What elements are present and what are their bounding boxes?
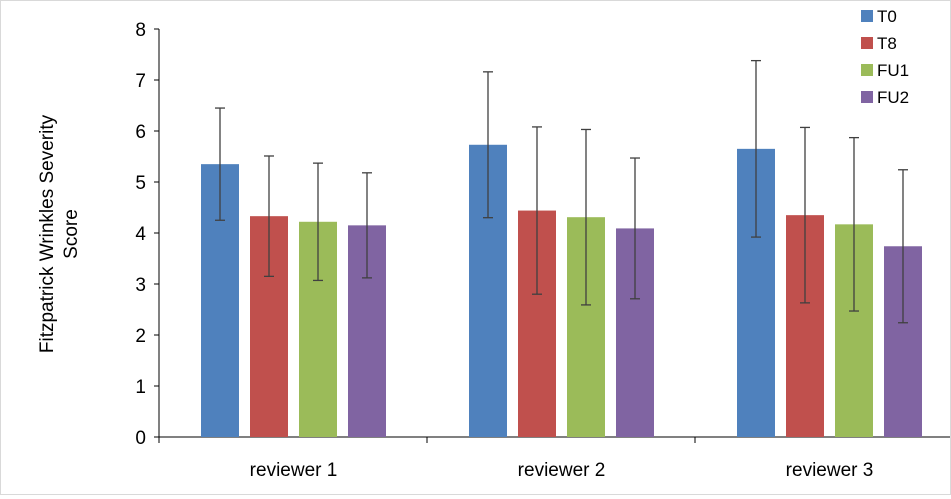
y-tick-label: 2 bbox=[135, 326, 146, 347]
x-category-label: reviewer 1 bbox=[250, 460, 338, 481]
y-axis-title: Fitzpatrick Wrinkles Severity Score bbox=[37, 114, 82, 353]
legend-label-t0: T0 bbox=[877, 7, 897, 26]
legend-swatch-fu2 bbox=[861, 91, 873, 103]
y-tick-label: 3 bbox=[135, 275, 146, 296]
legend-swatch-fu1 bbox=[861, 64, 873, 76]
x-category-label: reviewer 3 bbox=[786, 460, 874, 481]
legend: T0 T8 FU1 FU2 bbox=[861, 7, 909, 107]
y-axis-title-line-2: Score bbox=[61, 209, 82, 259]
plot-area: 0 1 2 3 4 5 6 7 8 reviewer 1 reviewer 2 reviewer 3 bbox=[135, 20, 950, 481]
y-tick-label: 6 bbox=[135, 122, 146, 143]
legend-label-t8: T8 bbox=[877, 34, 897, 53]
legend-swatch-t8 bbox=[861, 37, 873, 49]
legend-label-fu1: FU1 bbox=[877, 61, 909, 80]
y-tick-label: 1 bbox=[135, 377, 146, 398]
legend-label-fu2: FU2 bbox=[877, 88, 909, 107]
x-category-label: reviewer 2 bbox=[518, 460, 606, 481]
legend-swatch-t0 bbox=[861, 10, 873, 22]
y-axis-title-line-1: Fitzpatrick Wrinkles Severity bbox=[37, 114, 58, 353]
y-tick-label: 4 bbox=[135, 224, 146, 245]
y-tick-label: 5 bbox=[135, 173, 146, 194]
y-tick-label: 8 bbox=[135, 20, 146, 41]
y-tick-label: 7 bbox=[135, 71, 146, 92]
y-tick-label: 0 bbox=[135, 428, 146, 449]
